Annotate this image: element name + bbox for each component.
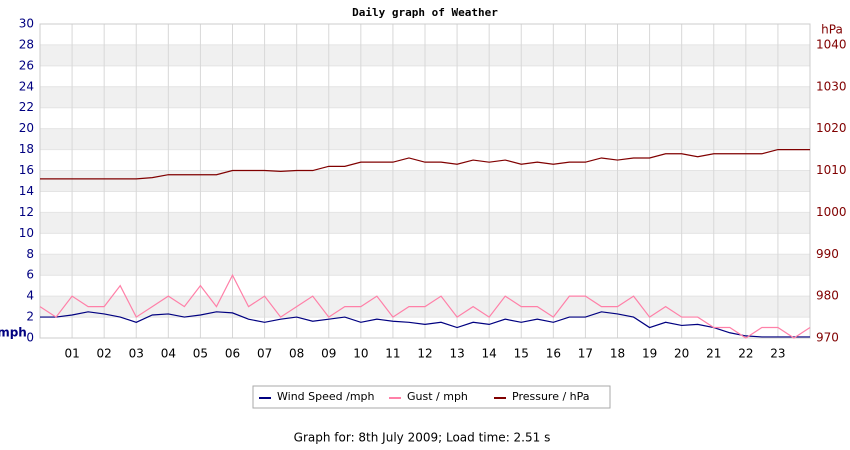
chart-title: Daily graph of Weather <box>352 6 498 19</box>
y-tick-label: 28 <box>19 37 34 51</box>
y-tick-label: 12 <box>19 205 34 219</box>
x-tick-label: 21 <box>706 347 721 361</box>
y2-tick-label: 1010 <box>816 163 847 177</box>
x-tick-label: 16 <box>546 347 561 361</box>
y-tick-label: 30 <box>19 17 34 31</box>
x-tick-label: 17 <box>578 347 593 361</box>
y2-tick-label: 1030 <box>816 79 847 93</box>
x-tick-label: 19 <box>642 347 657 361</box>
y-tick-label: 22 <box>19 100 34 114</box>
legend-label: Wind Speed /mph <box>277 390 375 403</box>
x-tick-label: 08 <box>289 347 304 361</box>
x-tick-label: 23 <box>770 347 785 361</box>
y2-tick-label: 970 <box>816 331 839 345</box>
caption: Graph for: 8th July 2009; Load time: 2.5… <box>294 431 551 445</box>
y-tick-label: 0 <box>26 331 34 345</box>
y2-tick-label: 990 <box>816 247 839 261</box>
y-tick-label: 8 <box>26 247 34 261</box>
y-tick-label: 18 <box>19 142 34 156</box>
y2-axis-label: hPa <box>821 23 843 37</box>
series-line <box>40 149 810 180</box>
x-tick-label: 07 <box>257 347 272 361</box>
legend: Wind Speed /mph Gust / mph Pressure / hPa <box>252 385 611 409</box>
y2-tick-label: 1040 <box>816 37 847 51</box>
x-tick-label: 20 <box>674 347 689 361</box>
y-axis-label: mph <box>0 326 27 340</box>
legend-box <box>252 385 611 409</box>
x-tick-label: 10 <box>353 347 368 361</box>
x-tick-label: 06 <box>225 347 240 361</box>
y-tick-label: 20 <box>19 121 34 135</box>
x-tick-label: 03 <box>129 347 144 361</box>
x-tick-label: 01 <box>64 347 79 361</box>
y-tick-label: 6 <box>26 268 34 282</box>
legend-label: Gust / mph <box>407 390 468 403</box>
x-tick-label: 12 <box>417 347 432 361</box>
x-tick-label: 13 <box>449 347 464 361</box>
x-tick-label: 14 <box>482 347 497 361</box>
y2-tick-label: 1020 <box>816 121 847 135</box>
y-tick-label: 16 <box>19 163 34 177</box>
x-tick-label: 09 <box>321 347 336 361</box>
x-tick-label: 04 <box>161 347 176 361</box>
y-tick-label: 26 <box>19 58 34 72</box>
legend-label: Pressure / hPa <box>512 390 590 403</box>
plot-frame <box>39 23 811 339</box>
y2-tick-label: 980 <box>816 289 839 303</box>
y-tick-label: 24 <box>19 79 34 93</box>
x-tick-label: 18 <box>610 347 625 361</box>
x-tick-label: 02 <box>97 347 112 361</box>
x-tick-label: 11 <box>385 347 400 361</box>
x-tick-label: 05 <box>193 347 208 361</box>
series-line <box>40 311 810 338</box>
x-tick-label: 15 <box>514 347 529 361</box>
y-tick-label: 4 <box>26 289 34 303</box>
x-tick-label: 22 <box>738 347 753 361</box>
y-tick-label: 10 <box>19 226 34 240</box>
series-line <box>39 273 811 339</box>
y2-tick-label: 1000 <box>816 205 847 219</box>
y-tick-label: 2 <box>26 310 34 324</box>
y-tick-label: 14 <box>19 184 34 198</box>
